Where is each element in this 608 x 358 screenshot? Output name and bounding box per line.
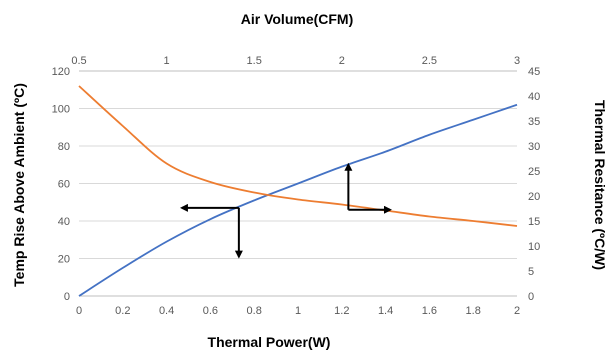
y-right-tick-label: 30 <box>528 141 540 153</box>
y-right-tick-label: 10 <box>528 241 540 253</box>
x-bottom-tick-label: 1 <box>295 305 301 317</box>
x-bottom-tick-label: 0.4 <box>159 305 174 317</box>
series-line-1 <box>78 103 518 297</box>
x-top-tick-label: 2 <box>339 55 345 67</box>
y-left-tick-label: 60 <box>58 179 70 191</box>
annotation-arrows <box>179 162 392 259</box>
x-bottom-tick-label: 1.6 <box>422 305 437 317</box>
x-bottom-tick-label: 0.8 <box>247 305 262 317</box>
y-right-tick-label: 0 <box>528 291 534 303</box>
x-axis-bottom-title: Thermal Power(W) <box>208 334 331 350</box>
y-right-tick-label: 25 <box>528 166 540 178</box>
x-bottom-tick-label: 1.4 <box>378 305 393 317</box>
x-axis-top-title: Air Volume(CFM) <box>241 11 354 27</box>
series <box>78 85 518 297</box>
y-right-tick-label: 40 <box>528 91 540 103</box>
y-right-tick-label: 15 <box>528 216 540 228</box>
y-axis-left-title: Temp Rise Above Ambient (ºC) <box>11 83 27 287</box>
x-top-tick-label: 3 <box>514 55 520 67</box>
x-bottom-tick-label: 0 <box>76 305 82 317</box>
y-right-tick-label: 35 <box>528 116 540 128</box>
series-line-2 <box>78 85 518 227</box>
y-right-tick-label: 5 <box>528 266 534 278</box>
x-bottom-tick-label: 0.2 <box>115 305 130 317</box>
x-bottom-tick-label: 1.2 <box>334 305 349 317</box>
y-left-tick-label: 100 <box>52 104 70 116</box>
y-left-tick-label: 40 <box>58 216 70 228</box>
x-top-tick-label: 2.5 <box>422 55 437 67</box>
y-right-tick-label: 45 <box>528 66 540 78</box>
y-left-tick-label: 0 <box>64 291 70 303</box>
axes <box>79 70 517 297</box>
x-top-tick-label: 0.5 <box>71 55 86 67</box>
y-axis-right-title: Thermal Resitance (ºC/W) <box>592 100 608 270</box>
y-left-tick-label: 120 <box>52 66 70 78</box>
x-bottom-tick-label: 1.8 <box>466 305 481 317</box>
x-top-tick-label: 1 <box>164 55 170 67</box>
x-top-tick-label: 1.5 <box>247 55 262 67</box>
y-left-tick-label: 20 <box>58 254 70 266</box>
x-bottom-tick-label: 2 <box>514 305 520 317</box>
y-right-tick-label: 20 <box>528 191 540 203</box>
tick-labels: 0 20 40 60 80 100 120 0 5 10 15 20 25 30 35 40 45 0 0.2 0.4… <box>52 55 541 317</box>
y-left-tick-label: 80 <box>58 141 70 153</box>
x-bottom-tick-label: 0.6 <box>203 305 218 317</box>
